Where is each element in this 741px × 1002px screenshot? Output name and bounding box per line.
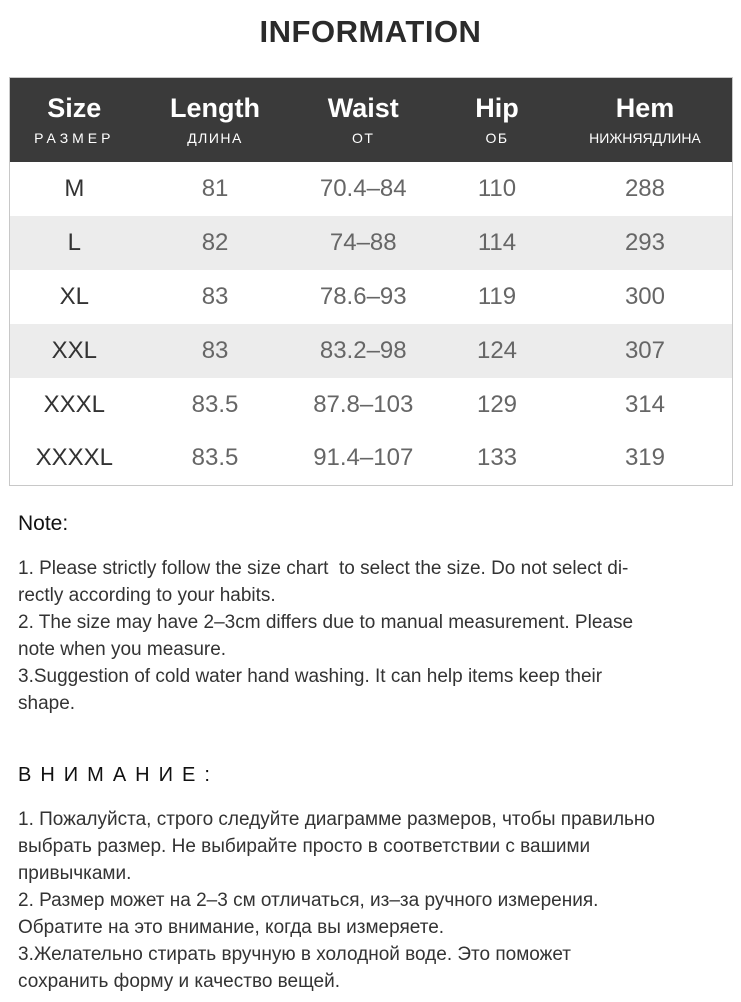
value-cell: 129 <box>476 390 518 418</box>
attention-text: 1. Пожалуйста, строго следуйте диаграмме… <box>18 809 655 992</box>
size-cell: XXL <box>51 336 97 364</box>
table-row: L 82 74–88 114 293 <box>9 215 732 270</box>
size-cell: M <box>64 174 85 202</box>
value-cell: 70.4–84 <box>319 174 407 202</box>
column-label-ru: ДЛИНА <box>187 130 243 147</box>
value-cell: 119 <box>477 282 517 310</box>
value-cell: 83.5 <box>191 390 239 418</box>
value-cell: 124 <box>476 336 518 364</box>
column-label-en: Waist <box>327 93 399 124</box>
column-label-en: Hem <box>615 93 675 124</box>
value-cell: 83.2–98 <box>319 336 407 364</box>
note-text: 1. Please strictly follow the size chart… <box>18 558 634 714</box>
value-cell: 110 <box>477 174 517 202</box>
value-cell: 87.8–103 <box>313 390 414 418</box>
value-cell: 114 <box>477 228 517 256</box>
attention-heading: ВНИМАНИЕ: <box>18 764 219 786</box>
value-cell: 91.4–107 <box>313 444 414 472</box>
value-cell: 288 <box>624 174 665 202</box>
size-cell: XXXXL <box>35 444 113 472</box>
column-header-hip: Hip ОБ <box>436 78 559 162</box>
column-label-en: Length <box>170 93 261 124</box>
value-cell: 319 <box>624 444 665 472</box>
table-row: M 81 70.4–84 110 288 <box>9 161 732 216</box>
size-chart-body: M 81 70.4–84 110 288 L 82 74–88 114 293 XL 83 78.6–9… <box>9 161 732 486</box>
column-header-length: Length ДЛИНА <box>139 78 291 162</box>
column-label-ru: ОБ <box>485 130 509 147</box>
column-header-hem: Hem НИЖНЯЯДЛИНА <box>558 78 732 162</box>
value-cell: 83 <box>201 336 229 364</box>
value-cell: 83.5 <box>191 444 239 472</box>
note-section: Note: 1. Please strictly follow the size… <box>0 512 741 995</box>
table-row: XL 83 78.6–93 119 300 <box>9 269 732 324</box>
value-cell: 74–88 <box>329 228 397 256</box>
size-chart-table: Size РАЗМЕР Length ДЛИНА Waist ОТ Hip ОБ Hem НИЖН… <box>8 77 733 486</box>
value-cell: 307 <box>624 336 665 364</box>
value-cell: 82 <box>201 228 229 256</box>
size-cell: XL <box>59 282 89 310</box>
header-row: Size РАЗМЕР Length ДЛИНА Waist ОТ Hip ОБ Hem НИЖН… <box>9 77 732 162</box>
value-cell: 314 <box>624 390 665 418</box>
column-label-ru: НИЖНЯЯДЛИНА <box>589 130 701 147</box>
value-cell: 293 <box>624 228 665 256</box>
size-cell: XXXL <box>43 390 105 418</box>
note-heading: Note: <box>18 512 69 535</box>
column-label-en: Hip <box>475 93 519 124</box>
value-cell: 81 <box>201 174 229 202</box>
table-row: XXL 83 83.2–98 124 307 <box>9 323 732 378</box>
column-header-waist: Waist ОТ <box>291 78 436 162</box>
value-cell: 83 <box>201 282 229 310</box>
value-cell: 78.6–93 <box>319 282 407 310</box>
value-cell: 300 <box>624 282 665 310</box>
column-header-size: Size РАЗМЕР <box>9 78 139 162</box>
size-chart-header: Size РАЗМЕР Length ДЛИНА Waist ОТ Hip ОБ Hem НИЖН… <box>9 77 732 162</box>
table-row: XXXXL 83.5 91.4–107 133 319 <box>9 431 732 486</box>
column-label-ru: ОТ <box>352 130 375 147</box>
size-cell: L <box>67 228 81 256</box>
page-title: INFORMATION <box>259 14 482 49</box>
column-label-ru: РАЗМЕР <box>34 130 115 147</box>
value-cell: 133 <box>476 444 518 472</box>
column-label-en: Size <box>47 93 102 124</box>
table-row: XXXL 83.5 87.8–103 129 314 <box>9 377 732 432</box>
size-information-page: INFORMATION Size РАЗМЕР Length ДЛИНА Waist ОТ… <box>0 14 741 995</box>
